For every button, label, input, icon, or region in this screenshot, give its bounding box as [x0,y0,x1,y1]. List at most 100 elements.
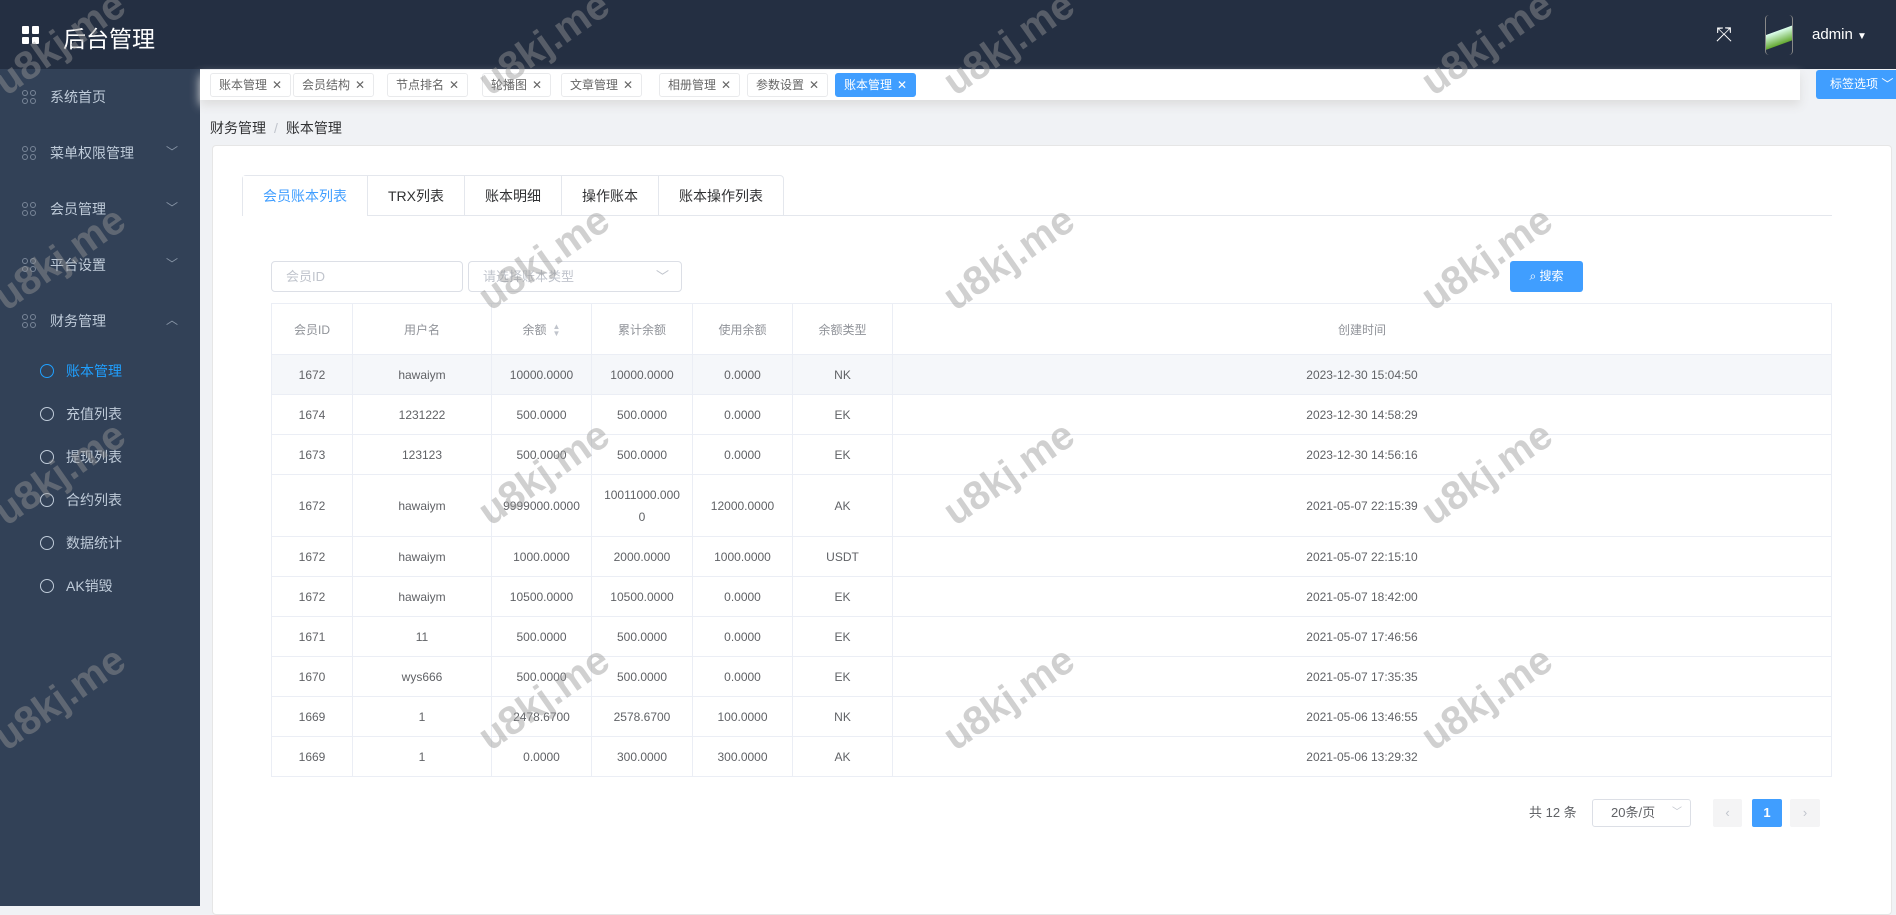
search-icon: ⌕ [1529,269,1537,283]
table-cell: 10011000.0000 [591,474,693,537]
table-cell: 2023-12-30 15:04:50 [892,354,1832,395]
sidebar-subitem[interactable]: 账本管理 [0,349,200,392]
table-cell: NK [792,696,893,737]
table-cell: 2021-05-07 22:15:10 [892,536,1832,577]
sidebar-subitem-label: 数据统计 [66,534,122,551]
sidebar-subitem-label: 提现列表 [66,448,122,465]
table-row: 1671 11 500.0000 500.0000 0.0000 EK 2021-05-07… [271,616,1832,657]
tabs: 会员账本列表 TRX列表 账本明细 操作账本 账本操作列表 [242,175,784,217]
table-cell: 2000.0000 [591,536,693,577]
breadcrumb: 财务管理 / 账本管理 [210,118,342,138]
close-icon[interactable]: ✕ [532,78,543,92]
sidebar-subitem-label: 充值列表 [66,405,122,422]
table-cell: 10000.0000 [591,354,693,395]
table-row: 1673 123123 500.0000 500.0000 0.0000 EK 2023-1… [271,434,1832,475]
close-icon[interactable]: ✕ [897,78,908,92]
table-cell: hawaiym [352,536,492,577]
sidebar-subitem-label: 账本管理 [66,362,122,379]
page-1-button[interactable]: 1 [1752,799,1782,827]
table-cell: 1670 [271,656,353,697]
table-cell: 0.0000 [491,736,592,777]
tag-item[interactable]: 节点排名 ✕ [387,73,469,97]
column-label: 累计余额 [617,322,666,337]
table-cell: AK [792,474,893,537]
user-dropdown[interactable]: admin ▼ [1812,26,1867,43]
tag-item[interactable]: 账本管理 ✕ [835,73,917,97]
column-label: 会员ID [293,322,330,337]
sidebar-subitem[interactable]: 充值列表 [0,392,200,435]
sidebar-subitem[interactable]: 提现列表 [0,435,200,478]
sidebar-item-label: 财务管理 [50,313,106,329]
grid-menu-icon[interactable] [22,26,40,44]
sidebar-item[interactable]: 会员管理 ﹀ [0,181,200,237]
menu-grid-icon [22,202,36,216]
tag-item[interactable]: 会员结构 ✕ [293,73,375,97]
tag-item[interactable]: 文章管理 ✕ [561,73,643,97]
close-icon[interactable]: ✕ [272,78,283,92]
sort-icon[interactable]: ▲ ▼ [552,322,561,339]
sidebar-item-label: 系统首页 [50,89,106,105]
column-header[interactable]: 余额 ▲ ▼ [491,303,592,355]
table-cell: 2021-05-06 13:46:55 [892,696,1832,737]
table-cell: 1674 [271,394,353,435]
table-cell: 1672 [271,576,353,617]
column-header: 会员ID [271,303,353,355]
sidebar-item[interactable]: 财务管理 ︿ [0,293,200,349]
tab[interactable]: 操作账本 [561,176,658,216]
tab[interactable]: TRX列表 [367,176,464,216]
sidebar-subitem[interactable]: AK销毁 [0,564,200,607]
table-cell: 1671 [271,616,353,657]
top-header: 后台管理 ⤧ admin ▼ [0,0,1896,69]
sidebar-item[interactable]: 系统首页 [0,69,200,125]
chevron-down-icon: ﹀ [655,269,669,284]
sidebar-item[interactable]: 平台设置 ﹀ [0,237,200,293]
fullscreen-icon[interactable]: ⤧ [1716,24,1732,46]
ledger-table: 会员ID 用户名 余额 ▲ ▼ 累计余额 使用余额 余额类型 创建时间 1672 hawaiym 1… [271,303,1832,777]
pagination-total: 共 12 条 [1529,805,1577,820]
close-icon[interactable]: ✕ [355,78,366,92]
page-size-select[interactable]: 20条/页 ﹀ [1592,799,1691,827]
avatar[interactable] [1765,15,1793,55]
account-type-select[interactable]: 请选择账本类型 ﹀ [468,261,682,292]
sidebar-item-label: 会员管理 [50,201,106,217]
prev-page-button[interactable]: ‹ [1713,799,1742,827]
next-page-button[interactable]: › [1790,799,1820,827]
table-cell: EK [792,616,893,657]
table-cell: 500.0000 [591,616,693,657]
table-cell: 100.0000 [692,696,793,737]
breadcrumb-separator: / [274,120,278,136]
close-icon[interactable]: ✕ [721,78,732,92]
column-label: 用户名 [403,322,440,337]
tag-item[interactable]: 账本管理 ✕ [210,73,292,97]
member-id-input[interactable]: 会员ID [271,261,463,292]
close-icon[interactable]: ✕ [623,78,634,92]
table-cell: 1669 [271,696,353,737]
column-label: 余额 [522,322,547,337]
sidebar-item-label: 菜单权限管理 [50,145,134,161]
table-cell: 500.0000 [591,434,693,475]
close-icon[interactable]: ✕ [809,78,820,92]
tag-item[interactable]: 相册管理 ✕ [659,73,741,97]
sidebar: 系统首页菜单权限管理 ﹀ 会员管理 ﹀ 平台设置 ﹀ 财务管理 ︿ 账本管理充值列表提现列表合约… [0,69,200,906]
tag-label: 文章管理 [570,78,619,92]
tab[interactable]: 会员账本列表 [243,176,367,217]
search-button[interactable]: ⌕ 搜索 [1510,261,1583,292]
column-label: 余额类型 [818,322,867,337]
tags-bar: 账本管理 ✕ 会员结构 ✕ 节点排名 ✕ 轮播图 ✕ 文章管理 ✕ 相册管理 ✕ 参数设置 ✕ 账本管理 ✕ [200,70,1800,100]
table-cell: 300.0000 [591,736,693,777]
tag-label: 账本管理 [219,78,268,92]
table-cell: 2578.6700 [591,696,693,737]
table-row: 1672 hawaiym 9999000.0000 10011000.0000 1200… [271,474,1832,537]
home-icon [22,90,36,104]
tag-item[interactable]: 轮播图 ✕ [482,73,552,97]
tab[interactable]: 账本操作列表 [658,176,783,216]
tag-options-button[interactable]: 标签选项 ﹀ [1816,70,1896,99]
sidebar-subitem[interactable]: 合约列表 [0,478,200,521]
tab[interactable]: 账本明细 [464,176,561,216]
sidebar-item[interactable]: 菜单权限管理 ﹀ [0,125,200,181]
tag-label: 节点排名 [396,78,445,92]
breadcrumb-item[interactable]: 财务管理 [210,120,266,136]
close-icon[interactable]: ✕ [449,78,460,92]
tag-item[interactable]: 参数设置 ✕ [747,73,829,97]
sidebar-subitem[interactable]: 数据统计 [0,521,200,564]
